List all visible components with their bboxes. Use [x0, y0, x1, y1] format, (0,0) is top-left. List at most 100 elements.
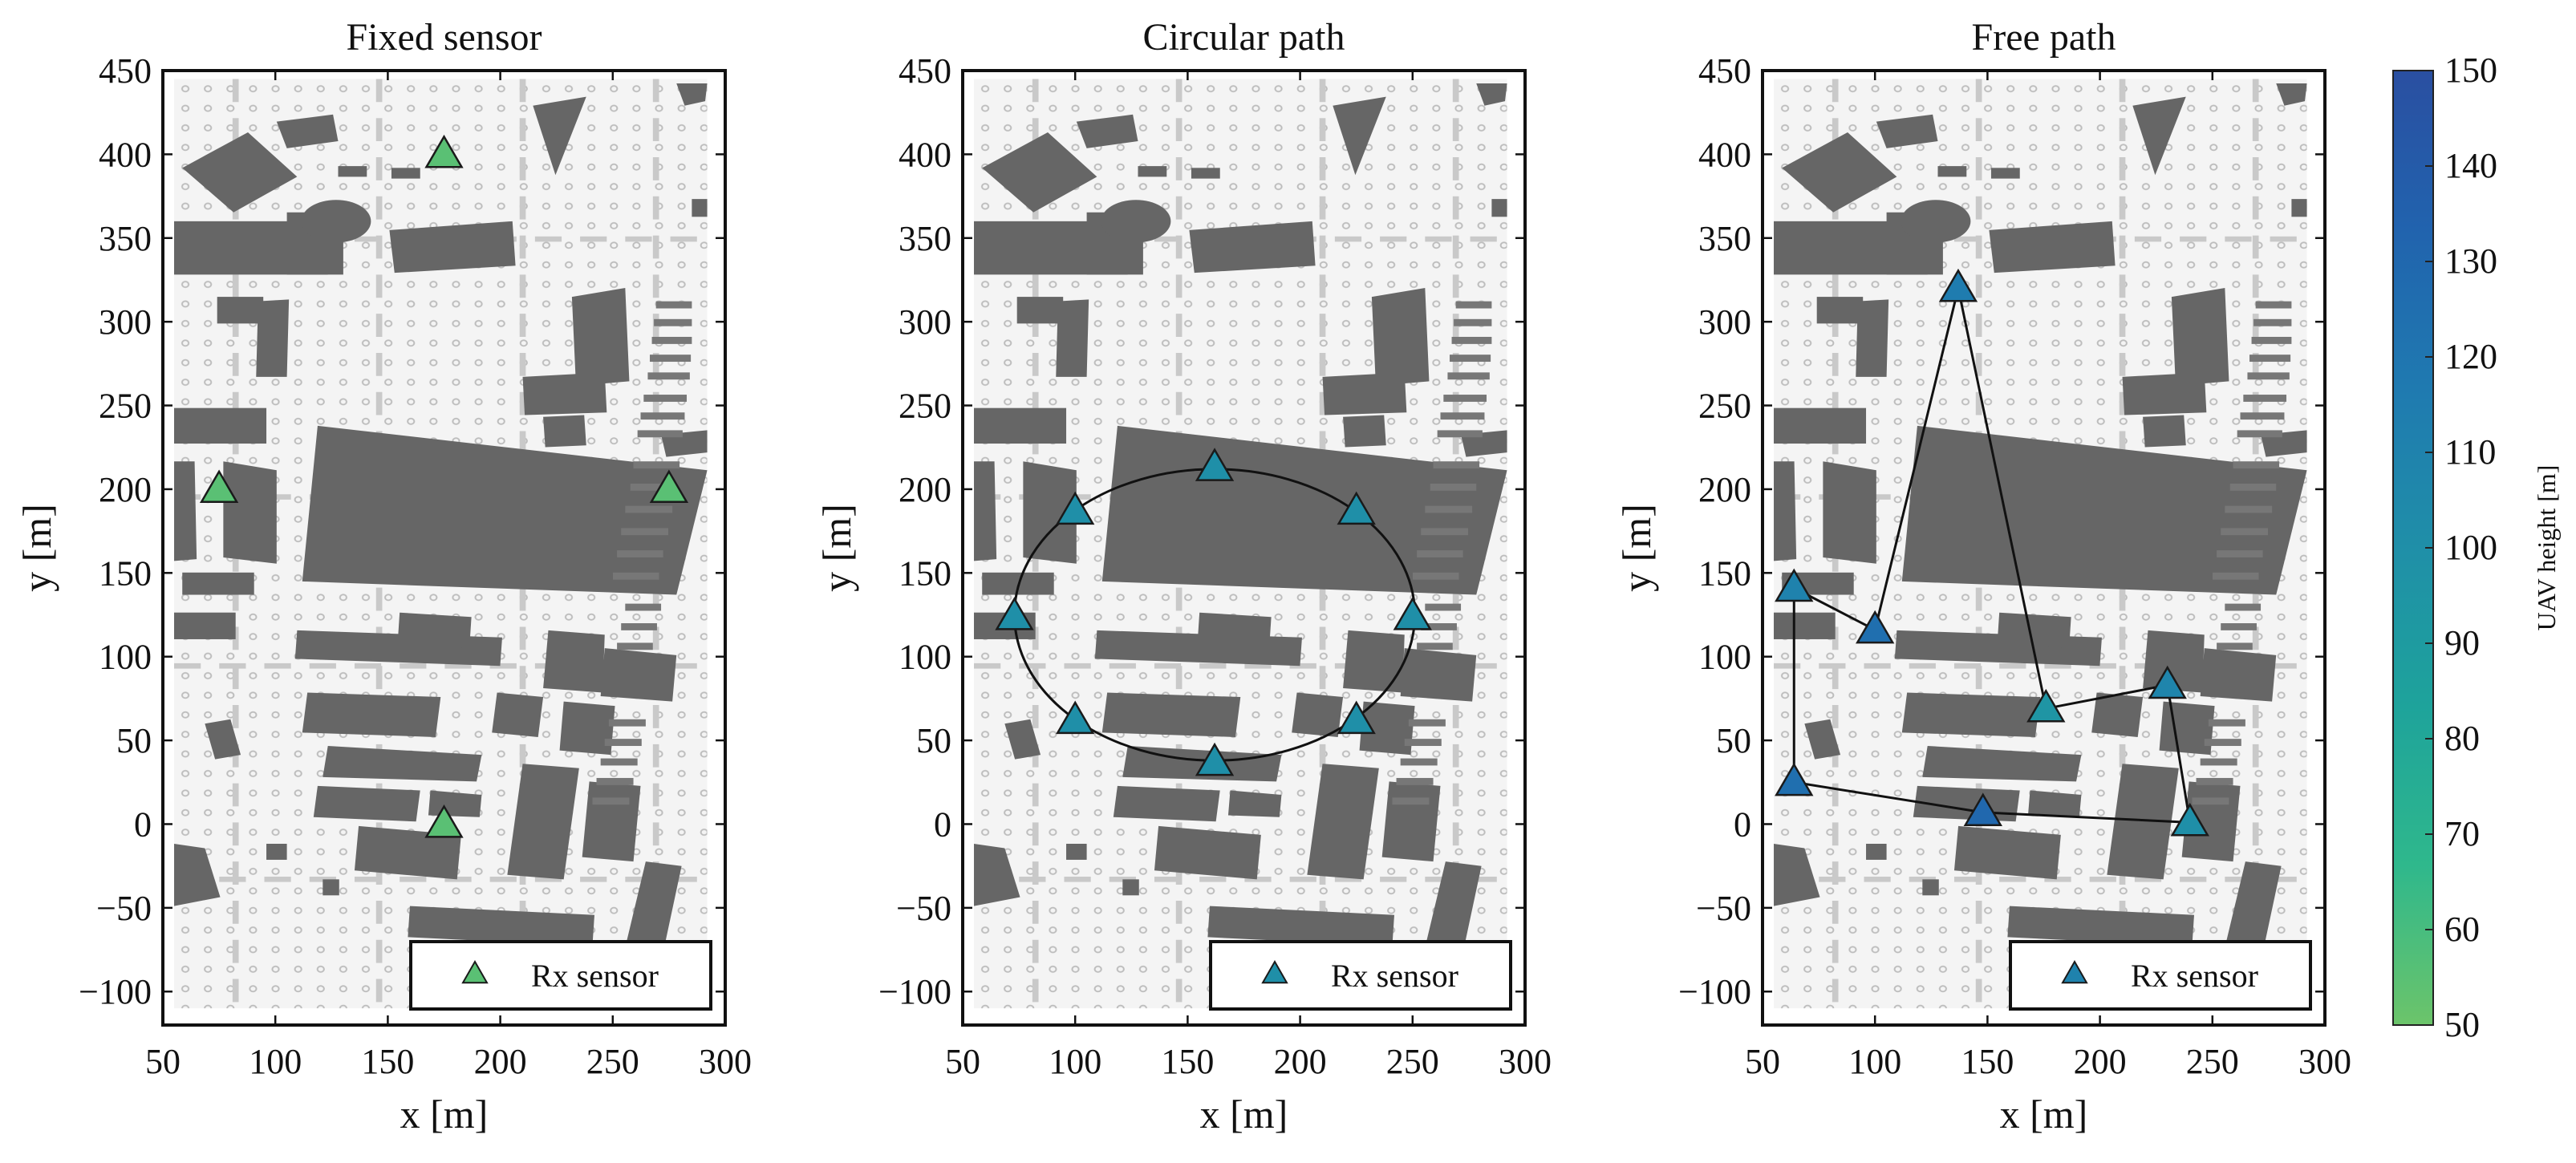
y-tick-label: −50 [96, 889, 152, 928]
rx-sensor-marker [199, 469, 239, 504]
rx-sensor-marker [1337, 700, 1376, 735]
x-tick-label: 250 [1386, 1042, 1439, 1081]
rx-sensor-marker [995, 597, 1034, 630]
colorbar-tick-label: 50 [2444, 1005, 2480, 1044]
panel-title: Circular path [1143, 16, 1345, 59]
rx-sensor-marker [424, 804, 464, 838]
x-tick-label: 250 [2186, 1042, 2239, 1081]
y-tick-label: 0 [1734, 804, 1751, 844]
y-tick-label: 100 [99, 638, 152, 677]
legend: Rx sensor [2009, 940, 2312, 1011]
panel-2: 50 100 150 200 250 300 450 400 350 300 250 200 150 10… [814, 16, 1552, 1137]
y-tick-label: 250 [899, 387, 951, 426]
rx-sensor-marker [1393, 597, 1432, 630]
axes-frame [161, 69, 727, 1027]
y-tick-label: 50 [916, 721, 951, 760]
colorbar-tick-label: 70 [2444, 814, 2480, 853]
rx-sensor-marker [1337, 491, 1376, 525]
y-tick-label: 100 [1698, 638, 1751, 677]
rx-sensor-marker [649, 469, 689, 504]
legend: Rx sensor [409, 940, 712, 1011]
x-tick-label: 200 [2074, 1042, 2127, 1081]
y-tick-label: 250 [1698, 387, 1751, 426]
colorbar-label: UAV height [m] [2532, 465, 2561, 631]
colorbar-tick-label: 90 [2444, 623, 2480, 663]
rx-sensor-marker [2026, 688, 2066, 723]
legend-label: Rx sensor [531, 958, 659, 994]
colorbar-tick-label: 150 [2444, 51, 2497, 90]
rx-sensor-marker [1056, 491, 1095, 525]
rx-sensor-marker [1775, 762, 1814, 796]
building-map [163, 71, 725, 1025]
building-map [963, 71, 1525, 1025]
y-axis-label: y [m] [14, 504, 59, 592]
x-tick-label: 50 [145, 1042, 181, 1081]
y-tick-label: 0 [134, 804, 152, 844]
y-tick-label: 300 [99, 302, 152, 342]
rx-sensor-marker [2148, 665, 2187, 699]
y-tick-label: −100 [79, 972, 152, 1011]
y-tick-label: 100 [899, 638, 951, 677]
axes-frame [961, 69, 1527, 1027]
colorbar-tick-label: 110 [2444, 432, 2496, 472]
y-tick-label: 350 [99, 219, 152, 258]
x-tick-label: 100 [1848, 1042, 1901, 1081]
y-axis-label: y [m] [1614, 504, 1659, 592]
y-tick-label: 0 [934, 804, 951, 844]
x-axis-label: x [m] [2000, 1092, 2088, 1137]
panel-1: 50 100 150 200 250 300 450 400 350 300 250 200 150 10… [14, 16, 752, 1137]
y-tick-label: 200 [899, 470, 951, 509]
rx-sensor-marker [1775, 568, 1814, 602]
y-tick-label: 400 [899, 135, 951, 174]
legend-marker [1261, 959, 1288, 984]
x-tick-label: 300 [2298, 1042, 2351, 1081]
rx-sensor-marker [1938, 268, 1978, 302]
x-tick-label: 300 [1499, 1042, 1552, 1081]
y-tick-label: 300 [899, 302, 951, 342]
y-tick-label: 450 [99, 51, 152, 91]
y-tick-label: 350 [899, 219, 951, 258]
rx-sensor-marker [1963, 792, 2002, 826]
panel-title: Free path [1972, 16, 2116, 59]
x-tick-label: 150 [1161, 1042, 1214, 1081]
x-tick-label: 50 [1745, 1042, 1780, 1081]
rx-sensor-marker [424, 134, 464, 168]
x-tick-label: 50 [945, 1042, 980, 1081]
y-tick-label: −50 [1696, 889, 1751, 928]
panel-3: 50 100 150 200 250 300 450 400 350 300 250 200 150 10… [1614, 16, 2351, 1137]
x-axis-label: x [m] [400, 1092, 489, 1137]
legend-label: Rx sensor [2131, 958, 2258, 994]
y-tick-label: 450 [899, 51, 951, 91]
rx-sensor-marker [1856, 610, 1895, 644]
y-tick-label: 50 [1716, 721, 1751, 760]
x-tick-label: 150 [1961, 1042, 2014, 1081]
y-tick-label: −50 [896, 889, 951, 928]
rx-sensor-marker [1195, 448, 1235, 481]
legend-marker [2061, 959, 2088, 984]
rx-sensor-marker [1056, 700, 1095, 735]
y-tick-label: 450 [1698, 51, 1751, 91]
legend-marker [461, 959, 489, 984]
y-tick-label: 250 [99, 387, 152, 426]
x-tick-label: 200 [1274, 1042, 1327, 1081]
colorbar-tick-label: 100 [2444, 528, 2497, 567]
building-map [1763, 71, 2325, 1025]
y-axis-label: y [m] [814, 504, 859, 592]
x-tick-label: 100 [249, 1042, 302, 1081]
x-tick-label: 300 [699, 1042, 752, 1081]
y-tick-label: 50 [116, 721, 152, 760]
legend: Rx sensor [1209, 940, 1512, 1011]
colorbar-tick-label: 140 [2444, 146, 2497, 185]
axes-frame [1761, 69, 2327, 1027]
rx-sensor-marker [2170, 802, 2209, 837]
x-tick-label: 150 [361, 1042, 414, 1081]
y-tick-label: 400 [99, 135, 152, 174]
y-tick-label: 300 [1698, 302, 1751, 342]
colorbar-tick-label: 120 [2444, 337, 2497, 376]
y-tick-label: 150 [899, 553, 951, 593]
y-tick-label: 150 [1698, 553, 1751, 593]
y-tick-label: −100 [878, 972, 951, 1011]
y-tick-label: 400 [1698, 135, 1751, 174]
colorbar-tick-label: 60 [2444, 910, 2480, 949]
